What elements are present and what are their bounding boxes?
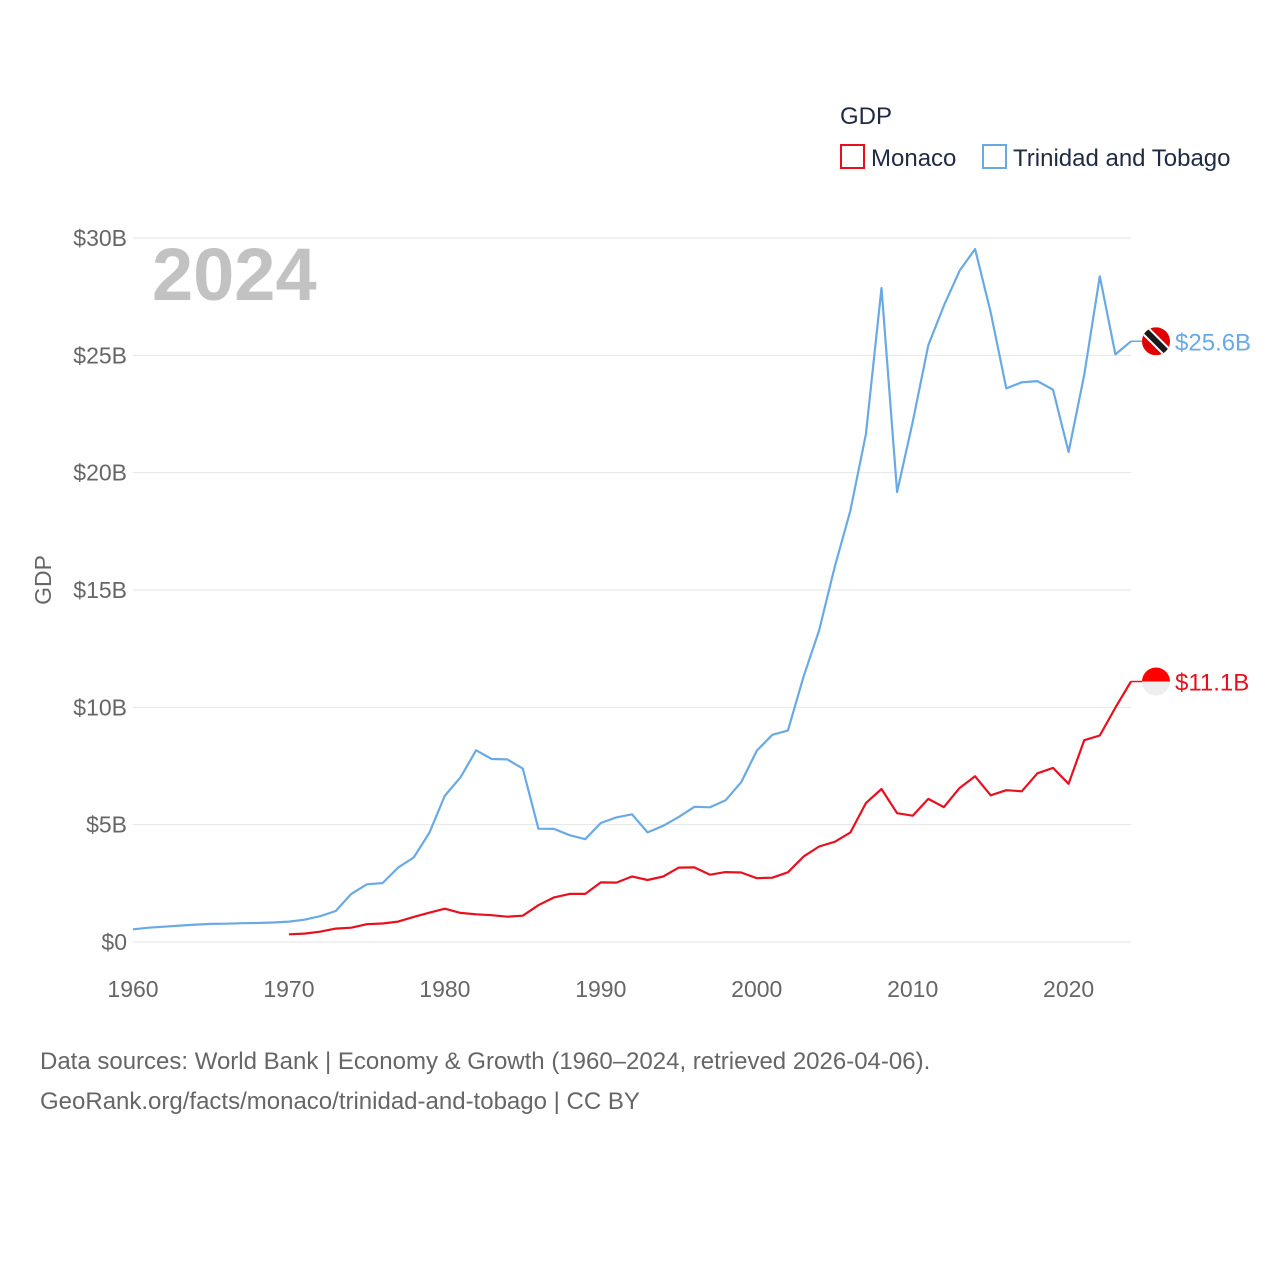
flag-icon-trinidad-and-tobago <box>1142 327 1170 356</box>
y-tick-label-5: $25B <box>73 342 127 368</box>
y-axis-title: GDP <box>30 555 56 605</box>
legend-label-trinidad-and-tobago: Trinidad and Tobago <box>1013 145 1231 172</box>
y-tick-label-2: $10B <box>73 694 127 720</box>
y-axis-ticks: $0 $5B $10B $15B $20B $25B $30B <box>73 225 127 955</box>
gdp-line-chart: 2024 $0$5B$10B$15B$20B$25B$30B 1960 1970 1… <box>30 103 1251 1002</box>
credit-text: GeoRank.org/facts/monaco/trinidad-and-to… <box>40 1088 640 1115</box>
legend-item-trinidad-and-tobago[interactable]: Trinidad and Tobago <box>982 144 1231 172</box>
legend-title: GDP <box>840 103 892 130</box>
series-line-monaco <box>288 680 1132 936</box>
x-tick-label-2: 1980 <box>419 976 470 1002</box>
x-tick-label-4: 2000 <box>731 976 782 1002</box>
y-tick-label-1: $5B <box>86 812 127 838</box>
y-tick-label-4: $20B <box>73 460 127 486</box>
y-tick-label-0: $0 <box>101 929 127 955</box>
year-watermark: 2024 <box>152 233 317 316</box>
x-tick-label-3: 1990 <box>575 976 626 1002</box>
series-lines <box>132 247 1142 936</box>
flag-icon-monaco <box>1142 667 1170 696</box>
legend: GDP Monaco Trinidad and Tobago <box>840 103 1231 172</box>
legend-swatch-trinidad-and-tobago <box>982 144 1007 169</box>
x-tick-label-6: 2020 <box>1043 976 1094 1002</box>
source-footer: Data sources: World Bank | Economy & Gro… <box>40 1042 1240 1122</box>
x-tick-label-5: 2010 <box>887 976 938 1002</box>
x-axis-ticks: 1960 1970 1980 1990 2000 2010 2020 <box>107 976 1094 1002</box>
gridlines <box>133 237 1131 943</box>
x-tick-label-1: 1970 <box>263 976 314 1002</box>
legend-item-monaco[interactable]: Monaco <box>840 144 956 172</box>
legend-swatch-monaco <box>840 144 865 169</box>
legend-label-monaco: Monaco <box>871 145 956 172</box>
end-value-label-monaco: $11.1B <box>1175 670 1249 697</box>
series-line-trinidad-and-tobago <box>132 247 1132 931</box>
x-tick-label-0: 1960 <box>107 976 158 1002</box>
y-tick-label-6: $30B <box>73 225 127 251</box>
end-value-label-trinidad-and-tobago: $25.6B <box>1175 329 1251 356</box>
y-tick-label-3: $15B <box>73 577 127 603</box>
series-end-labels: $11.1B $25.6B <box>1142 327 1251 697</box>
data-sources-text: Data sources: World Bank | Economy & Gro… <box>40 1048 931 1075</box>
